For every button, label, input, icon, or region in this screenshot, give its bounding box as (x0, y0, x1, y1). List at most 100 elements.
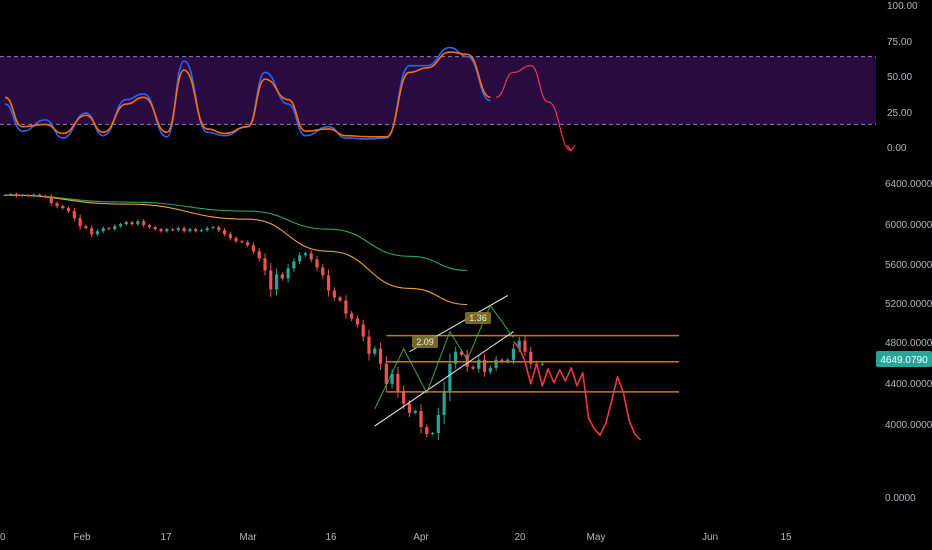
candle-body (263, 258, 267, 271)
candle-body (425, 427, 429, 435)
overbought-oversold-band (0, 56, 876, 125)
candle-body (523, 340, 527, 352)
ratio-labels: 2.09 1.36 (412, 312, 491, 348)
candle-body (246, 242, 250, 246)
candle-body (240, 241, 244, 243)
price-pane: 2.09 1.36 6400.0000 6000.0000 5600.0000 … (3, 179, 932, 504)
candle-body (66, 208, 71, 212)
candle-body (43, 196, 48, 198)
osc-tick-0: 100.00 (887, 1, 918, 12)
oscillator-projection (495, 65, 572, 151)
candle-body (3, 195, 7, 197)
candle-body (113, 226, 117, 230)
candle-body (55, 203, 59, 207)
osc-tick-1: 75.00 (887, 37, 912, 48)
candle-body (124, 222, 128, 225)
candle-body (130, 222, 134, 225)
candle-body (303, 253, 308, 256)
oscillator-lines (4, 46, 576, 152)
date-tick-3: Mar (239, 532, 257, 543)
candle-body (20, 195, 24, 197)
candle-body (176, 228, 180, 231)
candle-body (511, 348, 516, 360)
candle-body (384, 363, 388, 384)
osc-tick-3: 25.00 (887, 108, 912, 119)
candle-body (488, 367, 492, 372)
price-tick-3: 5200.0000 (885, 299, 932, 310)
candle-body (257, 251, 261, 259)
channel-lower-line (374, 331, 514, 427)
price-projection (512, 341, 642, 441)
projection-line (512, 341, 642, 441)
candle-body (344, 300, 348, 314)
candle-body (390, 373, 394, 384)
date-tick-1: Feb (73, 532, 91, 543)
candle-body (338, 297, 342, 301)
ratio-label-1: 2.09 (416, 337, 434, 347)
candle-body (280, 274, 284, 279)
candle-body (436, 414, 440, 434)
candle-body (494, 359, 498, 368)
candle-body (321, 267, 325, 276)
pattern-zigzag (374, 304, 514, 410)
candle-body (413, 410, 417, 413)
candle-body (477, 359, 481, 369)
moving-average-short (4, 194, 468, 306)
candle-body (228, 234, 232, 239)
price-tick-7: 0.0000 (885, 493, 916, 504)
oscillator-pane: 100.00 75.00 50.00 25.00 0.00 (0, 1, 918, 154)
candle-body (188, 229, 192, 232)
date-tick-8: Jun (702, 532, 718, 543)
oscillator-y-axis: 100.00 75.00 50.00 25.00 0.00 (887, 1, 918, 154)
candle-body (506, 359, 510, 362)
ratio-label-box-1 (412, 336, 438, 348)
osc-tick-2: 50.00 (887, 72, 912, 83)
candle-body (350, 313, 354, 319)
candle-body (274, 274, 279, 290)
ratio-label-box-2 (465, 312, 491, 324)
candle-body (107, 228, 111, 230)
candle-body (182, 228, 186, 232)
date-tick-9: 15 (780, 532, 792, 543)
candle-body (442, 390, 446, 415)
candle-body (419, 410, 423, 428)
candle-body (142, 221, 146, 226)
candle-body (118, 224, 123, 227)
price-tick-4: 4800.0000 (885, 338, 932, 349)
wave-pattern (374, 304, 514, 410)
candle-body (49, 197, 53, 204)
price-tick-2: 5600.0000 (885, 260, 932, 271)
candle-body (286, 268, 290, 279)
price-tick-5: 4400.0000 (885, 379, 932, 390)
candle-body (165, 229, 169, 232)
candle-body (159, 229, 163, 232)
osc-tick-4: 0.00 (887, 143, 907, 154)
candle-body (500, 359, 504, 362)
candle-body (402, 390, 406, 404)
candle-body (95, 231, 100, 235)
candle-body (84, 226, 88, 229)
candle-body (26, 195, 30, 197)
candle-body (471, 366, 475, 369)
current-price-badge (876, 351, 932, 367)
candle-body (407, 403, 412, 413)
candle-body (529, 351, 533, 364)
candle-body (367, 336, 371, 354)
candle-body (72, 211, 76, 219)
candle-body (9, 194, 13, 196)
candle-body (14, 194, 19, 197)
candle-body (194, 229, 198, 232)
candle-body (217, 227, 221, 231)
price-tick-0: 6400.0000 (885, 179, 932, 190)
candle-body (540, 363, 544, 365)
candle-body (326, 275, 331, 291)
oscillator-line-2 (4, 51, 491, 138)
candle-body (170, 229, 175, 231)
time-axis: 0 Feb 17 Mar 16 Apr 20 May Jun 15 (0, 532, 792, 543)
date-tick-4: 16 (325, 532, 337, 543)
ratio-label-2: 1.36 (469, 313, 487, 323)
candle-body (147, 225, 152, 228)
candle-body (292, 261, 296, 269)
moving-average-long (4, 194, 468, 271)
